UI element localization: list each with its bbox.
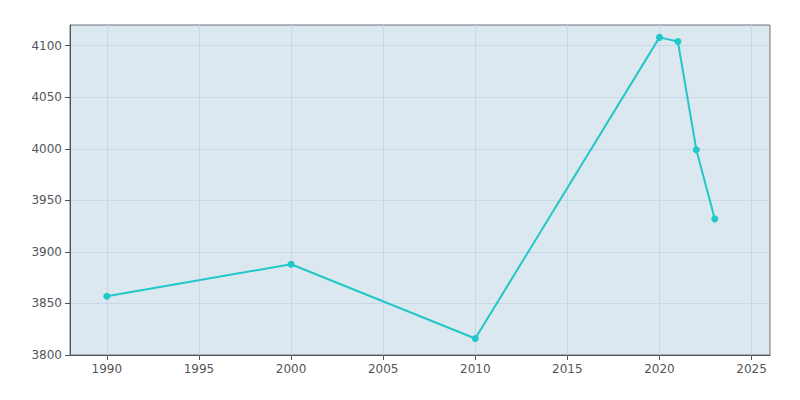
svg-text:1990: 1990 [92, 362, 123, 376]
svg-text:2000: 2000 [276, 362, 307, 376]
svg-text:4050: 4050 [31, 90, 62, 104]
svg-text:1995: 1995 [184, 362, 215, 376]
svg-text:4100: 4100 [31, 39, 62, 53]
svg-text:2010: 2010 [460, 362, 491, 376]
svg-text:2005: 2005 [368, 362, 399, 376]
svg-text:3950: 3950 [31, 193, 62, 207]
svg-text:3900: 3900 [31, 245, 62, 259]
svg-text:3800: 3800 [31, 348, 62, 362]
svg-text:2015: 2015 [552, 362, 583, 376]
svg-text:3850: 3850 [31, 296, 62, 310]
svg-text:2020: 2020 [644, 362, 675, 376]
svg-text:2025: 2025 [736, 362, 767, 376]
svg-text:4000: 4000 [31, 142, 62, 156]
